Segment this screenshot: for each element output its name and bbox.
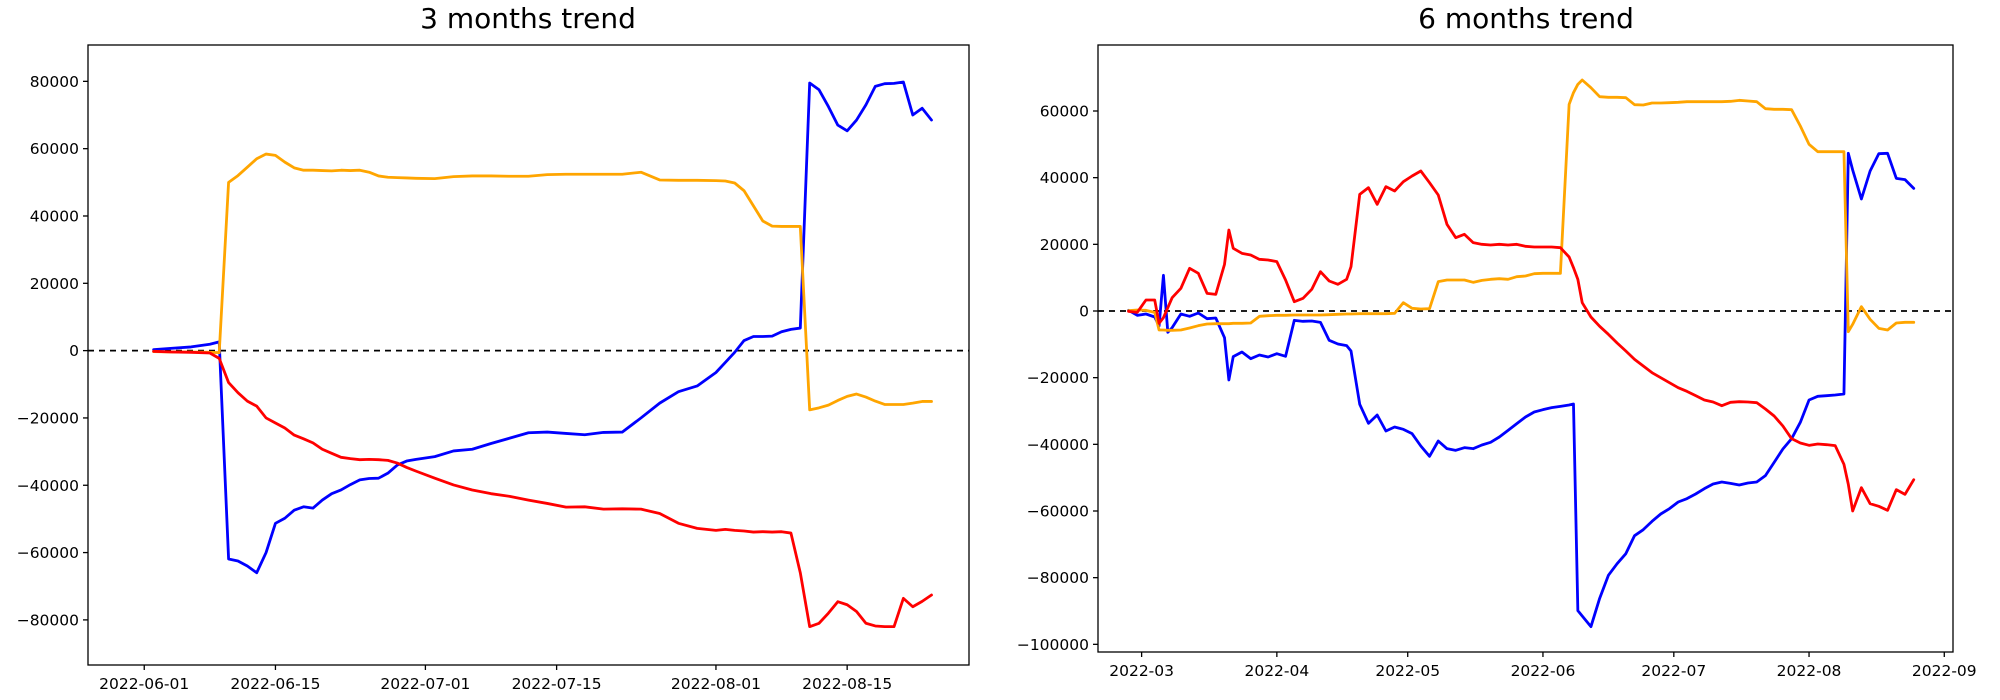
x-axis: 2022-03 2022-04 2022-05 2022-06 2022-07 2022-… — [1109, 652, 1977, 680]
plot-canvas-6-months: −100000 −80000 −60000 −40000 −20000 0 20000 400… — [1017, 44, 1977, 680]
plot-canvas-3-months: −80000 −60000 −40000 −20000 0 20000 40000 60000… — [17, 44, 970, 693]
y-tick-label: −20000 — [1027, 369, 1089, 387]
x-tick-label: 2022-06 — [1511, 662, 1576, 680]
y-tick-label: −80000 — [1027, 569, 1089, 587]
y-tick-label: −80000 — [17, 611, 79, 629]
series-orange-line — [1127, 78, 1916, 334]
series-orange-line — [152, 152, 933, 412]
y-tick-label: −20000 — [17, 409, 79, 427]
y-tick-label: −100000 — [1017, 636, 1089, 654]
y-tick-label: 0 — [69, 342, 79, 360]
y-tick-label: 80000 — [30, 73, 79, 91]
x-tick-label: 2022-08-15 — [802, 675, 892, 693]
chart-title: 3 months trend — [420, 2, 636, 35]
x-tick-label: 2022-08-01 — [671, 675, 761, 693]
x-axis: 2022-06-01 2022-06-15 2022-07-01 2022-07-15… — [99, 665, 892, 693]
y-tick-label: 60000 — [30, 140, 79, 158]
x-tick-label: 2022-07 — [1641, 662, 1706, 680]
x-tick-label: 2022-09 — [1912, 662, 1977, 680]
x-tick-label: 2022-04 — [1244, 662, 1309, 680]
series-blue-line — [152, 80, 933, 575]
series-red-line — [1127, 169, 1916, 513]
chart-3-months-trend: 3 months trend −80000 −60000 −40000 −20000 0… — [17, 2, 970, 693]
y-tick-label: 20000 — [30, 275, 79, 293]
series-red-line — [152, 349, 933, 629]
plot-border — [1097, 44, 1954, 653]
y-tick-label: 0 — [1079, 303, 1089, 321]
y-tick-label: −60000 — [17, 544, 79, 562]
chart-title: 6 months trend — [1418, 2, 1634, 35]
x-tick-label: 2022-07-15 — [512, 675, 602, 693]
x-tick-label: 2022-03 — [1109, 662, 1174, 680]
x-tick-label: 2022-08 — [1777, 662, 1842, 680]
x-tick-label: 2022-07-01 — [380, 675, 470, 693]
chart-6-months-trend: 6 months trend −100000 −80000 −60000 −40000… — [1000, 0, 2000, 700]
y-tick-label: −40000 — [17, 477, 79, 495]
y-tick-label: 40000 — [30, 207, 79, 225]
y-axis: −100000 −80000 −60000 −40000 −20000 0 20000 400… — [1017, 103, 1098, 654]
y-tick-label: 20000 — [1040, 236, 1089, 254]
x-tick-label: 2022-06-01 — [99, 675, 189, 693]
y-tick-label: 60000 — [1040, 103, 1089, 121]
y-tick-label: 40000 — [1040, 169, 1089, 187]
plot-border — [87, 44, 970, 666]
y-tick-label: −60000 — [1027, 503, 1089, 521]
series-blue-line — [1127, 151, 1916, 629]
x-tick-label: 2022-05 — [1375, 662, 1440, 680]
x-tick-label: 2022-06-15 — [230, 675, 320, 693]
y-tick-label: −40000 — [1027, 436, 1089, 454]
y-axis: −80000 −60000 −40000 −20000 0 20000 40000 60000… — [17, 73, 88, 629]
